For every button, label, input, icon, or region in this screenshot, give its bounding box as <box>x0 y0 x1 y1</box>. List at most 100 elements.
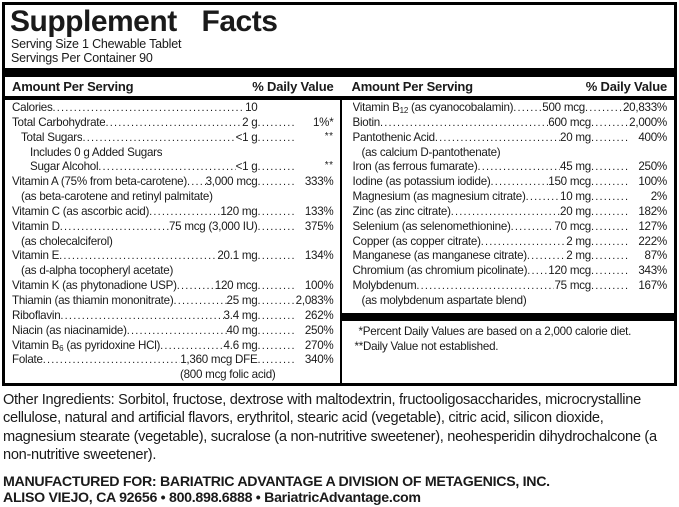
divider-bar-top <box>5 68 674 77</box>
dot-leader <box>127 324 227 339</box>
nutrient-daily-value: 333% <box>304 175 334 189</box>
nutrient-row: Iron (as ferrous fumarate) 45 mg 250% <box>353 160 668 175</box>
nutrient-name: Niacin (as niacinamide) <box>12 323 127 337</box>
nutrient-daily-value: 222% <box>638 234 667 248</box>
nutrient-amount: 4.6 mg <box>223 338 258 352</box>
dot-leader <box>591 264 629 279</box>
dot-leader <box>591 249 629 264</box>
other-ingredients-text: Other Ingredients: Sorbitol, fructose, d… <box>3 392 657 464</box>
nutrient-name: Total Carbohydrate <box>12 115 106 129</box>
dot-leader <box>258 309 296 324</box>
nutrient-amount: 120 mg <box>220 204 258 218</box>
nutrient-amount: 3.4 mg <box>223 308 258 322</box>
right-rows: Vitamin B12 (as cyanocobalamin) 500 mcg 20… <box>353 101 668 309</box>
daily-value-heading: % Daily Value <box>252 79 334 94</box>
nutrient-name: (as calcium D-pantothenate) <box>361 145 501 159</box>
footnotes: *Percent Daily Values are based on a 2,0… <box>353 324 668 354</box>
nutrient-amount: 40 mg <box>226 323 258 337</box>
dot-leader <box>477 160 560 175</box>
nutrient-amount: <1 g <box>235 160 258 174</box>
dot-leader <box>59 249 217 264</box>
nutrient-row: Vitamin E 20.1 mg 134% <box>12 249 334 264</box>
right-column-header: Amount Per Serving % Daily Value <box>340 77 675 96</box>
nutrient-row: Pantothenic Acid 20 mg 400% <box>353 131 668 146</box>
nutrient-row: Total Carbohydrate 2 g 1%* <box>12 116 334 131</box>
nutrient-daily-value: 100% <box>638 175 667 189</box>
dot-leader <box>527 264 548 279</box>
nutrients-body: Calories10Total Carbohydrate2 g1%*Total … <box>5 100 674 383</box>
manufactured-for-line: MANUFACTURED FOR: BARIATRIC ADVANTAGE A … <box>3 473 550 490</box>
serving-size: Serving Size 1 Chewable Tablet <box>11 37 182 51</box>
nutrient-amount: 10 mg <box>560 190 591 204</box>
nutrient-name: Vitamin K (as phytonadione USP) <box>12 279 177 293</box>
nutrient-amount: 120 mcg <box>548 264 591 278</box>
nutrient-amount: 75 mcg (3,000 IU) <box>168 219 258 233</box>
nutrient-daily-value: ** <box>324 130 334 142</box>
dot-leader <box>53 101 246 116</box>
dot-leader <box>60 220 169 235</box>
nutrient-name: Total Sugars <box>21 130 83 144</box>
nutrient-row: Vitamin A (75% from beta-carotene) 3,000 … <box>12 175 334 190</box>
nutrient-daily-value: ** <box>324 160 334 172</box>
nutrient-daily-value: 375% <box>304 219 334 233</box>
nutrient-name: Manganese (as manganese citrate) <box>352 249 527 263</box>
nutrient-daily-value: 270% <box>304 338 334 352</box>
nutrient-name: Selenium (as selenomethionine) <box>352 219 511 233</box>
nutrient-row: Folate 1,360 mcg DFE 340% <box>12 353 334 368</box>
manufacturer-address-line: ALISO VIEJO, CA 92656 • 800.898.6888 • B… <box>3 490 421 507</box>
daily-value-heading: % Daily Value <box>585 79 667 94</box>
dot-leader <box>258 324 296 339</box>
dot-leader <box>258 339 296 354</box>
nutrient-amount: 120 mcg <box>214 279 258 293</box>
dot-leader <box>511 220 555 235</box>
nutrient-row: (as beta-carotene and retinyl palmitate) <box>12 190 334 205</box>
nutrient-daily-value: 167% <box>638 279 667 293</box>
nutrient-row: Vitamin B6 (as pyridoxine HCl) 4.6 mg 270% <box>12 339 334 354</box>
column-headers: Amount Per Serving % Daily Value Amount … <box>5 77 674 96</box>
nutrient-row: (as d-alpha tocopheryl acetate) <box>12 264 334 279</box>
nutrient-amount: 75 mcg <box>554 279 591 293</box>
nutrient-name: Vitamin E <box>12 249 60 263</box>
nutrient-amount: 2 g <box>242 115 258 129</box>
nutrient-daily-value: 20,833% <box>622 101 667 114</box>
dot-leader <box>591 116 629 131</box>
dot-leader <box>105 116 242 131</box>
nutrient-row: Selenium (as selenomethionine) 70 mcg 127% <box>353 220 668 235</box>
footnote: **Daily Value not established. <box>354 340 499 354</box>
nutrient-row: Sugar Alcohol <1 g ** <box>12 160 334 175</box>
nutrient-amount: 1,360 mcg DFE <box>180 353 258 367</box>
dot-leader <box>591 131 629 146</box>
nutrient-row: Vitamin C (as ascorbic acid) 120 mg 133% <box>12 205 334 220</box>
nutrient-amount: 20 mg <box>560 130 591 144</box>
nutrient-amount: 150 mcg <box>548 175 591 189</box>
nutrient-row: Calories 10 <box>12 101 334 116</box>
nutrient-name: Copper (as copper citrate) <box>352 234 481 248</box>
nutrient-daily-value: 87% <box>644 249 667 263</box>
dot-leader <box>43 353 180 368</box>
dot-leader <box>160 339 223 354</box>
nutrient-name: Biotin <box>352 115 381 129</box>
dot-leader <box>149 205 220 220</box>
nutrient-name: Calories <box>12 101 53 114</box>
dot-leader <box>258 220 296 235</box>
nutrient-row: Thiamin (as thiamin mononitrate) 25 mg 2,0… <box>12 294 334 309</box>
nutrient-daily-value: 1%* <box>312 115 334 129</box>
nutrient-daily-value: 2,000% <box>629 115 667 129</box>
nutrient-name: Vitamin B12 (as cyanocobalamin) <box>352 101 514 115</box>
nutrient-daily-value: 127% <box>638 219 667 233</box>
nutrient-amount: 20.1 mg <box>217 249 258 263</box>
nutrient-daily-value: 250% <box>638 160 667 174</box>
dot-leader <box>258 249 296 264</box>
nutrient-row: Vitamin D 75 mcg (3,000 IU) 375% <box>12 220 334 235</box>
nutrient-row: Magnesium (as magnesium citrate) 10 mg 2% <box>353 190 668 205</box>
nutrient-name: Vitamin C (as ascorbic acid) <box>12 204 150 218</box>
footnote-divider-bar <box>341 312 674 321</box>
dot-leader <box>591 175 629 190</box>
nutrient-name: (as beta-carotene and retinyl palmitate) <box>21 190 213 204</box>
nutrient-daily-value: 340% <box>304 353 334 367</box>
dot-leader <box>177 279 215 294</box>
dot-leader <box>585 101 623 116</box>
nutrient-name: Molybdenum <box>352 279 417 293</box>
nutrient-row: Molybdenum 75 mcg 167% <box>353 279 668 294</box>
dot-leader <box>591 235 629 250</box>
